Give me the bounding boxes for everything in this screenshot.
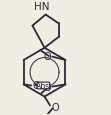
Text: O: O bbox=[33, 81, 41, 91]
Text: O: O bbox=[44, 82, 51, 92]
Text: Abs: Abs bbox=[36, 81, 50, 90]
Text: HN: HN bbox=[34, 2, 49, 12]
Text: O: O bbox=[44, 52, 51, 62]
Text: O: O bbox=[51, 102, 59, 112]
FancyBboxPatch shape bbox=[37, 82, 50, 89]
